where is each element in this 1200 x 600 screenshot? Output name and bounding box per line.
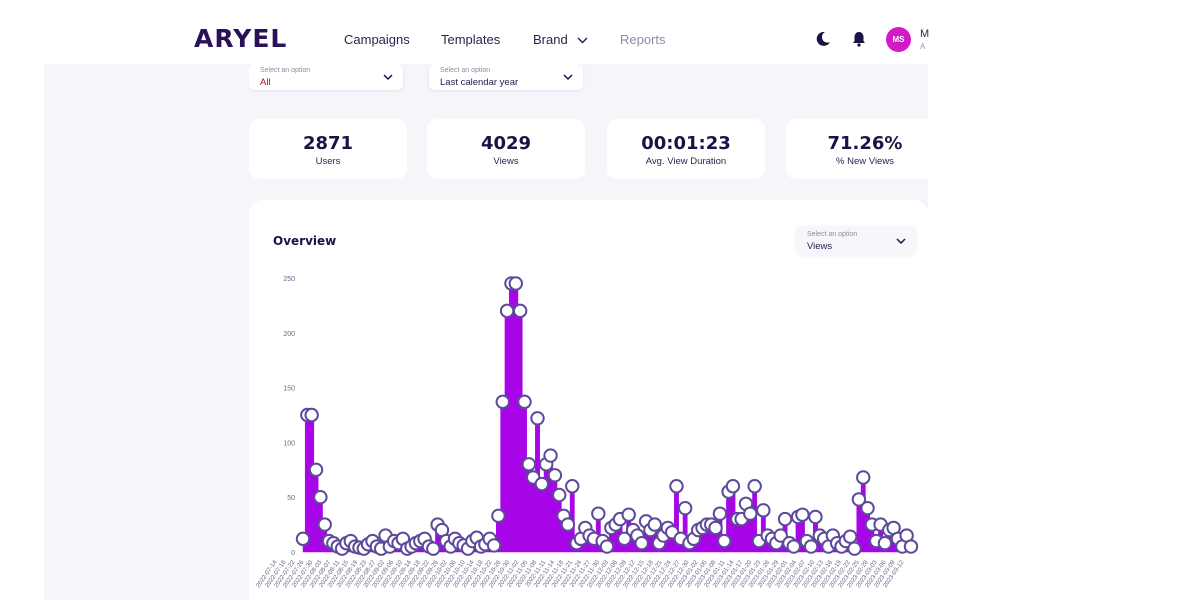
nav-campaigns[interactable]: Campaigns [344,32,410,47]
data-point-marker [521,457,537,472]
select-value: Views [807,241,833,252]
data-point-marker [851,492,867,507]
data-point-marker [743,506,758,521]
nav-brand-label: Brand [533,32,568,47]
data-point-marker [547,468,563,483]
data-point-marker [591,506,606,521]
data-point-marker [712,506,728,521]
data-point-marker [317,517,332,532]
data-point-marker [621,507,636,522]
kpi-label: Users [315,156,341,167]
y-tick-label: 0 [291,550,295,557]
data-point-marker [552,487,567,503]
user-avatar[interactable]: MS [886,27,911,52]
aryel-logo[interactable]: ARYEL [194,24,287,53]
kpi-label: Avg. View Duration [645,156,727,167]
overview-metric-select[interactable]: Select an option Views [796,226,916,255]
y-tick-label: 250 [283,276,295,283]
nav-reports[interactable]: Reports [620,32,666,47]
kpi-value: 2871 [302,133,354,154]
data-point-marker [530,411,545,426]
y-tick-label: 50 [287,495,295,502]
data-point-marker [599,539,615,554]
date-range-select[interactable]: Select an option Last calendar year [429,64,583,90]
select-placeholder: Select an option [260,67,311,74]
kpi-card-new-views: 71.26% % New Views [786,119,928,179]
overview-title: Overview [273,234,337,248]
first-filter-select[interactable]: Select an option All [249,64,403,90]
data-point-marker [486,538,502,553]
data-point-marker [313,490,328,505]
data-point-marker [491,508,506,524]
overview-card: Overview Select an option Views 0 50 100 15… [249,200,928,600]
data-point-marker [304,407,319,423]
data-point-marker [903,539,919,554]
data-point-marker [860,500,875,516]
overview-views-chart: 0501001502002502022-07-142022-07-182022-… [255,276,919,589]
data-point-marker [308,462,324,477]
kpi-value: 71.26% [827,133,903,154]
data-point-marker [617,531,632,547]
select-value: All [260,77,271,88]
nav-brand[interactable]: Brand [533,32,588,47]
data-point-marker [499,303,515,319]
notifications-bell-icon[interactable] [850,30,868,48]
data-point-marker [708,520,723,536]
data-point-marker [717,533,732,549]
dark-mode-moon-icon[interactable] [814,30,832,48]
data-point-marker [517,394,532,410]
data-point-marker [803,539,819,554]
data-point-marker [756,503,771,518]
data-point-marker [647,517,662,532]
kpi-card-views: 4029 Views [427,119,585,179]
data-point-marker [725,479,741,494]
data-point-marker [426,541,441,556]
data-point-marker [847,541,862,556]
chevron-down-icon [383,74,393,81]
user-role: A [920,42,926,51]
kpi-card-users: 2871 Users [249,119,407,179]
data-point-marker [560,517,576,532]
logo-text: ARYEL [194,24,288,53]
kpi-card-avg-view-duration: 00:01:23 Avg. View Duration [607,119,765,179]
data-point-marker [669,479,684,494]
kpi-label: % New Views [836,156,894,167]
data-point-marker [877,536,893,551]
data-point-marker [843,529,858,544]
kpi-value: 4029 [480,133,532,154]
y-tick-label: 100 [283,440,295,447]
data-point-marker [747,479,762,494]
chevron-down-icon [563,74,573,81]
data-point-marker [777,511,793,527]
y-tick-label: 200 [283,331,295,338]
data-point-marker [773,528,788,543]
chevron-down-icon [896,238,906,245]
nav-templates[interactable]: Templates [441,32,501,47]
data-point-marker [565,479,580,494]
y-tick-label: 150 [283,386,295,393]
data-point-marker [508,276,523,291]
select-placeholder: Select an option [807,231,858,238]
data-point-marker [295,531,311,547]
data-point-marker [808,509,823,525]
data-point-marker [677,500,693,516]
chevron-down-icon [577,37,588,44]
reports-content: Select an option All Select an option La… [249,64,928,600]
data-point-marker [795,507,810,522]
data-point-marker [786,539,801,554]
left-background [44,64,249,600]
select-value: Last calendar year [440,77,519,88]
data-point-marker [512,303,528,319]
data-point-marker [534,476,550,492]
data-point-marker [856,470,871,485]
data-point-marker [543,448,558,463]
kpi-label: Views [493,156,519,167]
select-placeholder: Select an option [440,67,491,74]
data-point-marker [495,394,510,410]
data-point-marker [634,536,649,551]
user-name: M [920,28,930,40]
kpi-value: 00:01:23 [641,133,731,154]
top-navigation-bar: ARYEL Campaigns Templates Brand Reports … [0,0,1200,64]
